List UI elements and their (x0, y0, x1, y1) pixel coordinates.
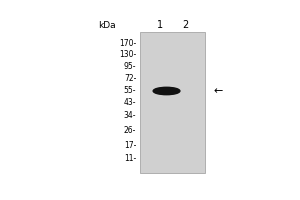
Text: 34-: 34- (124, 111, 136, 120)
Text: 95-: 95- (124, 62, 136, 71)
Text: 55-: 55- (124, 86, 136, 95)
Text: 170-: 170- (119, 39, 136, 48)
Ellipse shape (153, 87, 180, 95)
Text: 17-: 17- (124, 141, 136, 150)
Text: ←: ← (213, 86, 222, 96)
Text: 72-: 72- (124, 74, 136, 83)
Text: 11-: 11- (124, 154, 136, 163)
Text: 1: 1 (157, 20, 163, 30)
Text: 43-: 43- (124, 98, 136, 107)
Text: kDa: kDa (98, 21, 116, 30)
Text: 26-: 26- (124, 126, 136, 135)
FancyBboxPatch shape (140, 32, 205, 173)
Text: 130-: 130- (119, 50, 136, 59)
Text: 2: 2 (182, 20, 188, 30)
